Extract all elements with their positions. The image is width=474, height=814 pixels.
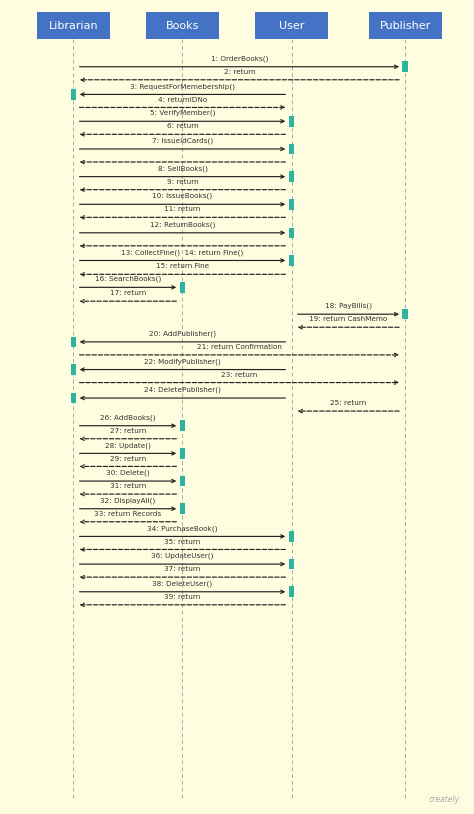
- FancyBboxPatch shape: [289, 256, 294, 265]
- Text: 34: PurchaseBook(): 34: PurchaseBook(): [147, 525, 218, 532]
- Text: 19: return CashMemo: 19: return CashMemo: [309, 317, 388, 322]
- FancyBboxPatch shape: [289, 227, 294, 239]
- Text: 8: SellBooks(): 8: SellBooks(): [157, 165, 208, 172]
- Text: 16: SearchBooks(): 16: SearchBooks(): [95, 276, 161, 282]
- FancyBboxPatch shape: [289, 532, 294, 542]
- Text: 9: return: 9: return: [167, 179, 198, 185]
- FancyBboxPatch shape: [255, 12, 328, 39]
- FancyBboxPatch shape: [289, 172, 294, 182]
- FancyBboxPatch shape: [71, 337, 76, 347]
- FancyBboxPatch shape: [180, 421, 185, 431]
- FancyBboxPatch shape: [146, 12, 219, 39]
- Text: 37: return: 37: return: [164, 567, 201, 572]
- Text: 1: OrderBooks(): 1: OrderBooks(): [210, 55, 268, 62]
- Text: 7: IssueIdCards(): 7: IssueIdCards(): [152, 138, 213, 144]
- Text: 10: IssueBooks(): 10: IssueBooks(): [153, 193, 212, 199]
- Text: 32: DisplayAll(): 32: DisplayAll(): [100, 497, 155, 504]
- FancyBboxPatch shape: [368, 12, 442, 39]
- Text: 2: return: 2: return: [224, 69, 255, 75]
- Text: 25: return: 25: return: [330, 400, 366, 406]
- FancyBboxPatch shape: [71, 392, 76, 403]
- Text: 29: return: 29: return: [110, 456, 146, 462]
- Text: 27: return: 27: return: [110, 428, 146, 434]
- FancyBboxPatch shape: [289, 586, 294, 597]
- FancyBboxPatch shape: [289, 143, 294, 155]
- Text: 3: RequestForMemebership(): 3: RequestForMemebership(): [130, 83, 235, 90]
- Text: 24: DeletePublisher(): 24: DeletePublisher(): [144, 387, 221, 393]
- Text: 38: DeleteUser(): 38: DeleteUser(): [153, 580, 212, 587]
- Text: 22: ModifyPublisher(): 22: ModifyPublisher(): [144, 358, 221, 365]
- Text: 28: Update(): 28: Update(): [105, 442, 151, 449]
- FancyBboxPatch shape: [71, 364, 76, 374]
- Text: User: User: [279, 20, 304, 31]
- FancyBboxPatch shape: [71, 89, 76, 99]
- FancyBboxPatch shape: [402, 61, 408, 72]
- FancyBboxPatch shape: [180, 282, 185, 292]
- Text: 15: return Fine: 15: return Fine: [156, 264, 209, 269]
- FancyBboxPatch shape: [289, 116, 294, 126]
- FancyBboxPatch shape: [180, 503, 185, 514]
- Text: 31: return: 31: return: [110, 484, 146, 489]
- Text: 20: AddPublisher(): 20: AddPublisher(): [149, 330, 216, 337]
- Text: Books: Books: [166, 20, 199, 31]
- FancyBboxPatch shape: [180, 448, 185, 459]
- Text: 4: returnIDNo: 4: returnIDNo: [158, 97, 207, 103]
- Text: 6: return: 6: return: [167, 124, 198, 129]
- Text: 26: AddBooks(): 26: AddBooks(): [100, 414, 156, 421]
- Text: 36: UpdateUser(): 36: UpdateUser(): [151, 553, 214, 559]
- FancyBboxPatch shape: [36, 12, 110, 39]
- Text: 17: return: 17: return: [110, 291, 146, 296]
- Text: 18: PayBills(): 18: PayBills(): [325, 303, 372, 309]
- Text: Librarian: Librarian: [49, 20, 98, 31]
- Text: 13: CollectFine()  14: return Fine(): 13: CollectFine() 14: return Fine(): [121, 249, 244, 256]
- Text: 33: return Records: 33: return Records: [94, 511, 162, 517]
- FancyBboxPatch shape: [402, 309, 408, 319]
- FancyBboxPatch shape: [180, 475, 185, 487]
- Text: 5: VerifyMember(): 5: VerifyMember(): [150, 110, 215, 116]
- FancyBboxPatch shape: [289, 558, 294, 570]
- Text: 11: return: 11: return: [164, 207, 201, 212]
- FancyBboxPatch shape: [289, 199, 294, 209]
- Text: 12: ReturnBooks(): 12: ReturnBooks(): [150, 221, 215, 228]
- Text: creately: creately: [428, 795, 460, 804]
- Text: Publisher: Publisher: [380, 20, 431, 31]
- Text: 21: return Confirmation: 21: return Confirmation: [197, 344, 282, 350]
- Text: 23: return: 23: return: [221, 372, 257, 378]
- Text: 39: return: 39: return: [164, 594, 201, 600]
- Text: 30: Delete(): 30: Delete(): [106, 470, 150, 476]
- Text: 35: return: 35: return: [164, 539, 201, 545]
